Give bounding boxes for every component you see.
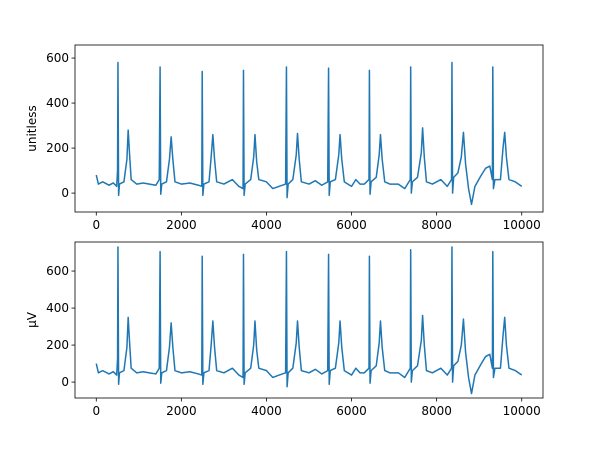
x-tick-label: 6000: [336, 218, 367, 232]
x-tick-label: 4000: [251, 404, 282, 418]
y-axis-label: unitless: [25, 105, 39, 151]
y-tick-label: 200: [46, 338, 69, 352]
y-tick-label: 400: [46, 301, 69, 315]
y-tick-label: 600: [46, 264, 69, 278]
y-tick-label: 0: [61, 375, 69, 389]
y-tick-label: 600: [46, 51, 69, 65]
x-tick-label: 4000: [251, 218, 282, 232]
x-tick-label: 10000: [503, 404, 541, 418]
x-tick-label: 0: [92, 404, 100, 418]
signal-line: [95, 61, 523, 206]
y-tick-label: 0: [61, 186, 69, 200]
x-tick-label: 2000: [166, 218, 197, 232]
x-tick-label: 2000: [166, 404, 197, 418]
y-tick-label: 200: [46, 141, 69, 155]
axes-frame: [74, 241, 544, 399]
x-tick-label: 8000: [421, 218, 452, 232]
x-tick-label: 6000: [336, 404, 367, 418]
y-axis-label: µV: [25, 311, 39, 328]
x-tick-label: 0: [92, 218, 100, 232]
x-tick-label: 8000: [421, 404, 452, 418]
signal-line: [95, 246, 523, 395]
x-tick-label: 10000: [503, 218, 541, 232]
y-tick-label: 400: [46, 96, 69, 110]
axes-frame: [74, 44, 544, 213]
